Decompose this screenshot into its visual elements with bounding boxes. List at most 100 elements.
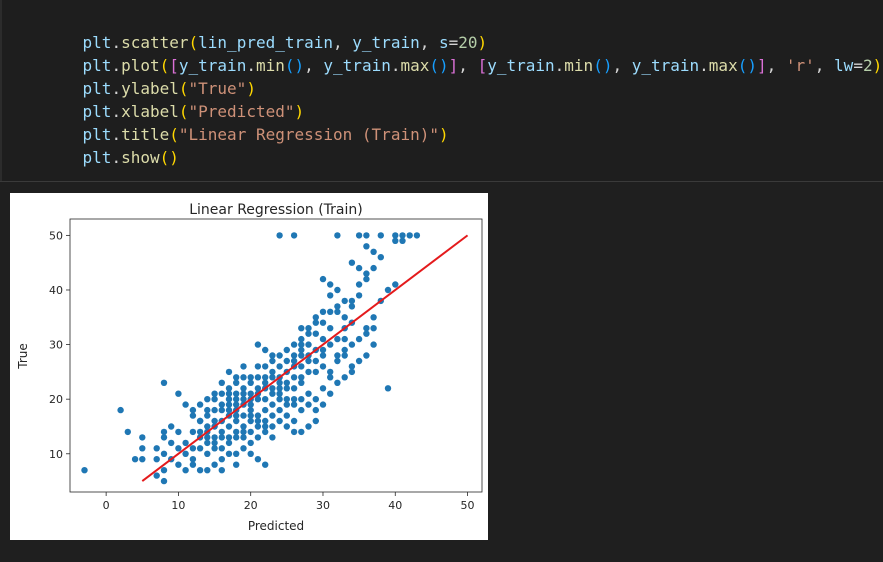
- scatter-point: [240, 374, 247, 381]
- scatter-point: [233, 390, 240, 397]
- scatter-point: [196, 401, 204, 408]
- scatter-point: [269, 423, 276, 430]
- scatter-point: [189, 428, 197, 436]
- code-line-2: plt.plot([y_train.min(), y_train.max()],…: [82, 56, 883, 75]
- scatter-point: [160, 379, 168, 386]
- scatter-point: [276, 417, 283, 425]
- y-axis-label: True: [16, 343, 30, 370]
- scatter-point: [355, 335, 363, 343]
- chart-title: Linear Regression (Train): [189, 202, 363, 218]
- scatter-point: [225, 439, 233, 447]
- scatter-point: [168, 439, 175, 447]
- scatter-point: [276, 406, 283, 414]
- code-cell[interactable]: plt.scatter(lin_pred_train, y_train, s=2…: [0, 0, 883, 182]
- scatter-point: [298, 352, 305, 359]
- scatter-point: [247, 412, 254, 419]
- scatter-point: [225, 423, 233, 430]
- scatter-point: [218, 401, 225, 408]
- scatter-point: [312, 406, 319, 414]
- scatter-point: [298, 428, 305, 436]
- scatter-point: [233, 379, 240, 386]
- scatter-point: [290, 396, 298, 403]
- scatter-point: [233, 401, 240, 408]
- scatter-point: [240, 445, 247, 452]
- scatter-point: [348, 259, 356, 266]
- scatter-point: [153, 472, 160, 479]
- scatter-point: [319, 385, 327, 392]
- scatter-point: [160, 467, 168, 474]
- scatter-point: [182, 450, 189, 457]
- scatter-point: [341, 346, 348, 354]
- scatter-point: [298, 335, 305, 343]
- scatter-point: [363, 243, 370, 250]
- scatter-point: [262, 406, 269, 414]
- scatter-point: [319, 401, 327, 408]
- scatter-point: [211, 461, 218, 468]
- scatter-point: [312, 319, 319, 326]
- scatter-point: [312, 368, 319, 376]
- scatter-point: [218, 434, 225, 441]
- scatter-point: [312, 330, 319, 337]
- scatter-point: [269, 368, 276, 376]
- scatter-point: [233, 434, 240, 441]
- scatter-point: [160, 477, 168, 485]
- code-line-1: plt.scatter(lin_pred_train, y_train, s=2…: [82, 33, 488, 52]
- scatter-point: [182, 439, 189, 447]
- scatter-point: [262, 461, 269, 468]
- scatter-point: [254, 417, 262, 425]
- scatter-point: [348, 303, 356, 310]
- scatter-point: [392, 281, 399, 288]
- scatter-point: [254, 456, 262, 463]
- scatter-point: [370, 264, 377, 272]
- cell-output: 0 10 20 30 40 50 10 20 30 40 50 Linear Regression …: [0, 183, 883, 562]
- code-line-6: plt.show(): [82, 148, 179, 167]
- scatter-point: [254, 412, 262, 419]
- scatter-point: [406, 232, 413, 239]
- scatter-point: [341, 297, 348, 305]
- scatter-point: [211, 445, 218, 452]
- scatter-point: [218, 379, 225, 386]
- scatter-point: [262, 423, 269, 430]
- scatter-point: [276, 379, 283, 386]
- scatter-point: [233, 412, 240, 419]
- scatter-point: [218, 456, 225, 463]
- scatter-point: [319, 308, 327, 315]
- scatter-point: [269, 412, 276, 419]
- scatter-point: [290, 352, 298, 359]
- y-tick-label: 20: [49, 393, 63, 406]
- identity-line: [141, 234, 469, 482]
- scatter-point: [153, 445, 160, 452]
- scatter-point: [327, 308, 334, 315]
- scatter-point: [189, 461, 197, 468]
- scatter-point: [204, 396, 211, 403]
- scatter-point: [298, 406, 305, 414]
- scatter-point: [283, 357, 290, 365]
- scatter-point: [327, 390, 334, 397]
- scatter-point: [283, 346, 290, 354]
- scatter-point: [240, 434, 247, 441]
- scatter-point: [139, 456, 146, 463]
- scatter-point: [392, 237, 399, 244]
- scatter-point: [131, 456, 139, 463]
- scatter-point: [233, 417, 240, 425]
- scatter-point: [305, 401, 312, 408]
- scatter-point: [399, 232, 406, 239]
- scatter-point: [305, 330, 312, 337]
- scatter-point: [334, 303, 341, 310]
- scatter-point: [233, 461, 240, 468]
- scatter-point: [160, 428, 168, 436]
- scatter-point: [218, 445, 225, 452]
- scatter-point: [204, 450, 211, 457]
- scatter-point: [290, 417, 298, 425]
- scatter-point: [348, 297, 356, 305]
- scatter-point: [269, 352, 276, 359]
- scatter-point: [254, 385, 262, 392]
- scatter-point: [269, 385, 276, 392]
- scatter-point: [139, 434, 146, 441]
- x-tick-label: 20: [244, 499, 258, 512]
- scatter-point: [240, 412, 247, 419]
- scatter-point: [269, 390, 276, 397]
- scatter-point: [276, 232, 283, 239]
- scatter-point: [327, 281, 334, 288]
- scatter-point: [204, 423, 211, 430]
